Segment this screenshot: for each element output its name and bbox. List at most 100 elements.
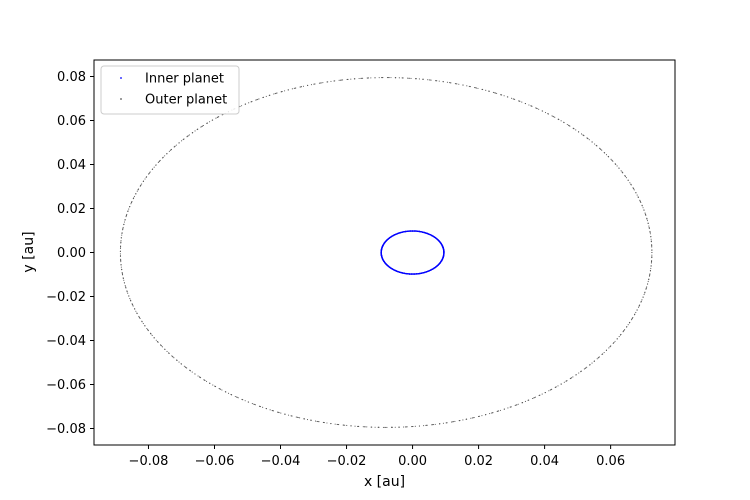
y-tick-label: 0.02 xyxy=(57,202,86,217)
outer-planet-point xyxy=(544,111,547,114)
outer-planet-point xyxy=(651,244,653,246)
outer-planet-point xyxy=(650,238,652,240)
y-tick-label: −0.02 xyxy=(46,290,86,305)
outer-planet-point xyxy=(291,88,293,90)
outer-planet-point xyxy=(119,253,121,255)
outer-planet-point xyxy=(624,175,626,177)
legend-marker-inner-planet xyxy=(120,77,122,79)
outer-planet-point xyxy=(157,341,159,343)
outer-planet-point xyxy=(248,401,250,403)
outer-planet-point xyxy=(217,116,219,118)
outer-planet-point xyxy=(187,135,189,137)
outer-planet-point xyxy=(330,423,332,425)
outer-planet-point xyxy=(140,184,142,186)
outer-planet-point xyxy=(284,413,286,415)
outer-planet-point xyxy=(477,87,479,89)
outer-planet-point xyxy=(475,87,477,89)
outer-planet-point xyxy=(128,295,130,297)
outer-planet-point xyxy=(147,330,149,332)
outer-planet-point xyxy=(211,119,214,121)
outer-planet-point xyxy=(387,77,389,79)
outer-planet-point xyxy=(281,90,283,93)
outer-planet-point xyxy=(205,380,208,382)
outer-planet-point xyxy=(648,225,650,227)
outer-planet-point xyxy=(125,286,127,288)
outer-planet-point xyxy=(423,425,425,427)
outer-planet-point xyxy=(151,334,153,336)
y-axis-ticks: −0.08 −0.06 −0.04 −0.02 0.00 0.02 0.04 0.06 0.08 xyxy=(46,70,94,437)
outer-planet-point xyxy=(584,367,586,369)
outer-planet-point xyxy=(358,77,360,80)
outer-planet-point xyxy=(274,93,276,95)
outer-planet-point xyxy=(575,374,577,376)
outer-planet-point xyxy=(547,113,549,115)
outer-planet-point xyxy=(633,188,635,190)
outer-planet-point xyxy=(651,245,653,247)
outer-planet-point xyxy=(495,92,497,94)
outer-planet-point xyxy=(449,82,451,84)
outer-planet-point xyxy=(126,290,128,292)
outer-planet-point xyxy=(271,409,273,412)
legend-label-outer-planet: Outer planet xyxy=(145,93,227,108)
outer-planet-point xyxy=(125,287,127,289)
outer-planet-point xyxy=(639,201,641,203)
outer-planet-point xyxy=(244,400,246,402)
outer-planet-point xyxy=(641,299,643,301)
outer-planet-point xyxy=(391,426,393,428)
outer-planet-point xyxy=(646,286,648,288)
outer-planet-point xyxy=(645,214,647,216)
outer-planet-point xyxy=(174,145,176,147)
outer-planet-point xyxy=(320,82,322,84)
outer-planet-point xyxy=(209,382,211,384)
outer-planet-point xyxy=(603,152,605,154)
outer-planet-point xyxy=(639,199,641,201)
outer-planet-point xyxy=(519,100,521,102)
outer-planet-point xyxy=(386,426,388,428)
outer-planet-point xyxy=(635,192,637,194)
outer-planet-point xyxy=(357,425,359,427)
outer-planet-point xyxy=(435,80,437,82)
outer-planet-point xyxy=(362,426,364,428)
outer-planet-point xyxy=(151,168,153,170)
outer-planet-point xyxy=(430,79,432,81)
outer-planet-point xyxy=(466,85,468,87)
outer-planet-point xyxy=(575,129,577,131)
outer-planet-point xyxy=(589,364,591,366)
outer-planet-point xyxy=(380,77,383,79)
outer-planet-point xyxy=(431,424,433,426)
outer-planet-point xyxy=(620,170,622,172)
outer-planet-point xyxy=(121,272,123,274)
outer-planet-point xyxy=(499,409,501,411)
outer-planet-point xyxy=(570,377,572,379)
outer-planet-point xyxy=(302,85,305,87)
outer-planet-point xyxy=(120,240,122,242)
outer-planet-point xyxy=(198,376,201,378)
x-tick-label: −0.04 xyxy=(261,454,301,469)
outer-planet-point xyxy=(418,425,421,427)
outer-planet-point xyxy=(120,241,122,243)
outer-planet-point xyxy=(649,233,651,235)
outer-planet-point xyxy=(515,404,517,406)
outer-planet-point xyxy=(436,80,438,82)
outer-planet-point xyxy=(272,410,274,412)
outer-planet-point xyxy=(651,260,653,262)
outer-planet-point xyxy=(627,179,629,181)
outer-planet-point xyxy=(651,256,653,258)
outer-planet-point xyxy=(568,125,570,127)
outer-planet-point xyxy=(650,262,652,264)
outer-planet-point xyxy=(276,92,278,94)
outer-planet-point xyxy=(385,426,387,428)
outer-planet-point xyxy=(202,124,205,127)
outer-planet-point xyxy=(534,396,536,398)
outer-planet-point xyxy=(336,423,338,425)
outer-planet-point xyxy=(131,201,133,203)
outer-planet-point xyxy=(637,196,639,198)
outer-planet-point xyxy=(287,89,289,91)
outer-planet-point xyxy=(296,416,298,418)
outer-planet-point xyxy=(239,105,241,107)
outer-planet-point xyxy=(646,220,648,222)
outer-planet-point xyxy=(639,304,641,306)
outer-planet-point xyxy=(141,183,143,185)
outer-planet-point xyxy=(137,188,139,190)
outer-planet-point xyxy=(510,97,513,99)
